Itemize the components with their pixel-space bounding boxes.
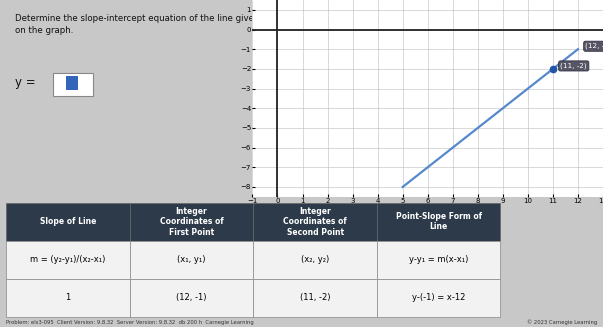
Text: (11, -2): (11, -2) (560, 63, 587, 69)
Text: Problem: els3-095  Client Version: 9.8.32  Server Version: 9.8.32  db 200 h  Car: Problem: els3-095 Client Version: 9.8.32… (6, 320, 254, 325)
Text: (12, -1): (12, -1) (586, 43, 603, 49)
Text: y =: y = (15, 76, 36, 89)
Text: © 2023 Carnegie Learning: © 2023 Carnegie Learning (526, 320, 597, 325)
FancyBboxPatch shape (66, 76, 78, 90)
Text: Determine the slope-intercept equation of the line given
on the graph.: Determine the slope-intercept equation o… (15, 14, 260, 35)
FancyBboxPatch shape (53, 73, 93, 96)
